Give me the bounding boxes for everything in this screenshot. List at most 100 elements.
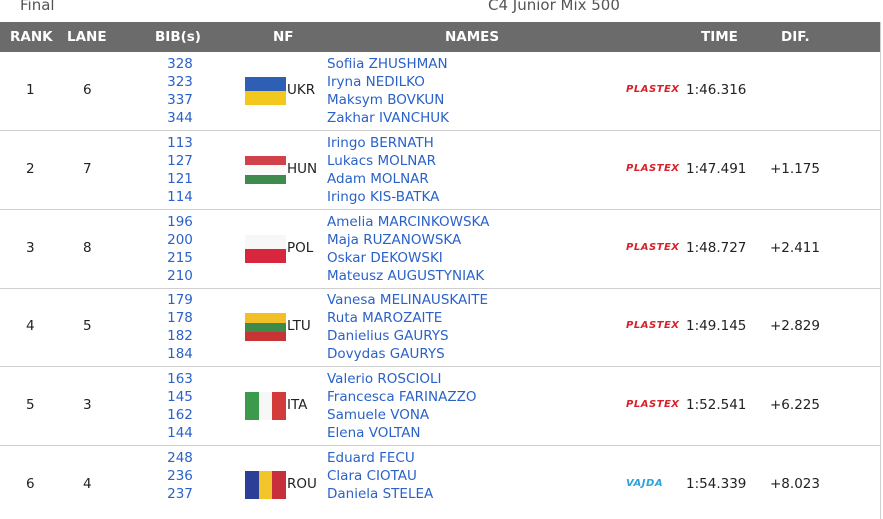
flag-stripe <box>272 392 286 421</box>
time: 1:49.145 <box>686 318 747 335</box>
rank: 4 <box>26 318 35 335</box>
bib-list: 163 145 162 144 <box>160 370 200 442</box>
bib-list: 113 127 121 114 <box>160 134 200 206</box>
athlete-name: Elena VOLTAN <box>327 425 421 442</box>
flag <box>245 77 286 105</box>
event-title: C4 Junior Mix 500 <box>488 0 620 14</box>
column-header: BIB(s) <box>155 29 201 45</box>
bib: 145 <box>167 389 193 406</box>
bib: 196 <box>167 213 193 230</box>
flag-stripe <box>245 155 286 166</box>
column-header: NF <box>273 29 294 45</box>
result-row: 2 7 113 127 121 114 HUN Iringo BERNATH Lukacs MO… <box>0 131 880 210</box>
bib: 178 <box>167 310 193 327</box>
sponsor-logo: PLASTEX <box>626 162 680 174</box>
bib: 215 <box>167 249 193 266</box>
flag-stripe <box>258 471 273 499</box>
phase: Final <box>20 0 55 14</box>
athlete-name: Lukacs MOLNAR <box>327 152 436 169</box>
flag-stripe <box>245 234 286 249</box>
rank: 1 <box>26 82 35 98</box>
flag-stripe <box>245 392 259 421</box>
athlete-name: Samuele VONA <box>327 407 430 424</box>
athlete-name: Francesca FARINAZZO <box>327 389 477 406</box>
bib: 248 <box>167 450 193 466</box>
lane: 8 <box>83 239 92 256</box>
name-list: Eduard FECU Clara CIOTAU Daniela STELEA <box>327 449 433 503</box>
flag-stripe <box>245 471 259 499</box>
flag-stripe <box>245 248 286 263</box>
athlete-name: Valerio ROSCIOLI <box>327 371 442 388</box>
athlete-name: Vanesa MELINAUSKAITE <box>327 292 488 309</box>
result-row: 6 4 248 236 237 ROU Eduard FECU Clara CIOTAU Dan… <box>0 446 880 519</box>
flag <box>245 234 286 263</box>
sponsor-logo: PLASTEX <box>626 320 680 332</box>
bib: 163 <box>167 371 193 388</box>
column-header: LANE <box>67 29 107 45</box>
athlete-name: Iringo BERNATH <box>327 134 434 151</box>
bib: 237 <box>167 486 193 502</box>
flag-stripe <box>272 471 286 499</box>
bib: 144 <box>167 425 193 442</box>
difference: +8.023 <box>770 476 820 492</box>
athlete-name: Adam MOLNAR <box>327 170 429 187</box>
flag-stripe <box>245 322 286 333</box>
difference: +6.225 <box>770 397 820 414</box>
bib-list: 248 236 237 <box>160 449 200 503</box>
bib: 184 <box>167 346 193 363</box>
time: 1:52.541 <box>686 397 747 414</box>
bib: 344 <box>167 110 193 126</box>
rank: 3 <box>26 239 35 256</box>
bib: 210 <box>167 267 193 284</box>
athlete-name: Ruta MAROZAITE <box>327 310 443 327</box>
bib: 337 <box>167 92 193 108</box>
flag-stripe <box>245 174 286 184</box>
column-header: RANK <box>10 29 53 45</box>
sponsor-logo: PLASTEX <box>626 241 680 253</box>
bib: 182 <box>167 328 193 345</box>
name-list: Iringo BERNATH Lukacs MOLNAR Adam MOLNAR Ir… <box>327 134 439 206</box>
sponsor-logo: VAJDA <box>626 478 664 489</box>
column-header: DIF. <box>781 29 810 45</box>
bib: 323 <box>167 74 193 90</box>
athlete-name: Mateusz AUGUSTYNIAK <box>327 267 485 284</box>
athlete-name: Sofiia ZHUSHMAN <box>327 56 448 72</box>
column-header: TIME <box>701 29 738 45</box>
flag <box>245 313 286 342</box>
lane: 4 <box>83 476 92 492</box>
bib: 121 <box>167 170 193 187</box>
bib: 328 <box>167 56 193 72</box>
country-code: POL <box>287 239 314 256</box>
table-header: RANK LANE BIB(s) NF NAMES TIME DIF. <box>0 22 880 52</box>
time: 1:47.491 <box>686 160 747 177</box>
country-code: ITA <box>287 397 308 414</box>
rank: 2 <box>26 160 35 177</box>
time: 1:46.316 <box>686 82 747 98</box>
rank: 6 <box>26 476 35 492</box>
country-code: LTU <box>287 318 311 335</box>
athlete-name: Clara CIOTAU <box>327 468 417 484</box>
difference: +1.175 <box>770 160 820 177</box>
result-row: 5 3 163 145 162 144 ITA Valerio ROSCIOLI Frances… <box>0 367 880 447</box>
country-code: HUN <box>287 160 318 177</box>
name-list: Valerio ROSCIOLI Francesca FARINAZZO Samue… <box>327 370 477 442</box>
lane: 3 <box>83 397 92 414</box>
athlete-name: Daniela STELEA <box>327 486 434 502</box>
lane: 5 <box>83 318 92 335</box>
athlete-name: Iringo KIS-BATKA <box>327 188 440 205</box>
time: 1:54.339 <box>686 476 747 492</box>
result-row: 1 6 328 323 337 344 UKR Sofiia ZHUSHMAN Iryna NE… <box>0 52 880 131</box>
country-code: ROU <box>287 476 317 492</box>
athlete-name: Zakhar IVANCHUK <box>327 110 450 126</box>
column-header: NAMES <box>445 29 500 45</box>
athlete-name: Oskar DEKOWSKI <box>327 249 443 266</box>
time: 1:48.727 <box>686 239 747 256</box>
athlete-name: Amelia MARCINKOWSKA <box>327 213 490 230</box>
table-border <box>880 22 881 519</box>
result-row: 3 8 196 200 215 210 POL Amelia MARCINKOWSKA Maja… <box>0 210 880 289</box>
lane: 7 <box>83 160 92 177</box>
athlete-name: Maksym BOVKUN <box>327 92 445 108</box>
result-row: 4 5 179 178 182 184 LTU Vanesa MELINAUSKAITE Rut… <box>0 288 880 368</box>
sponsor-logo: PLASTEX <box>626 399 680 411</box>
lane: 6 <box>83 82 92 98</box>
